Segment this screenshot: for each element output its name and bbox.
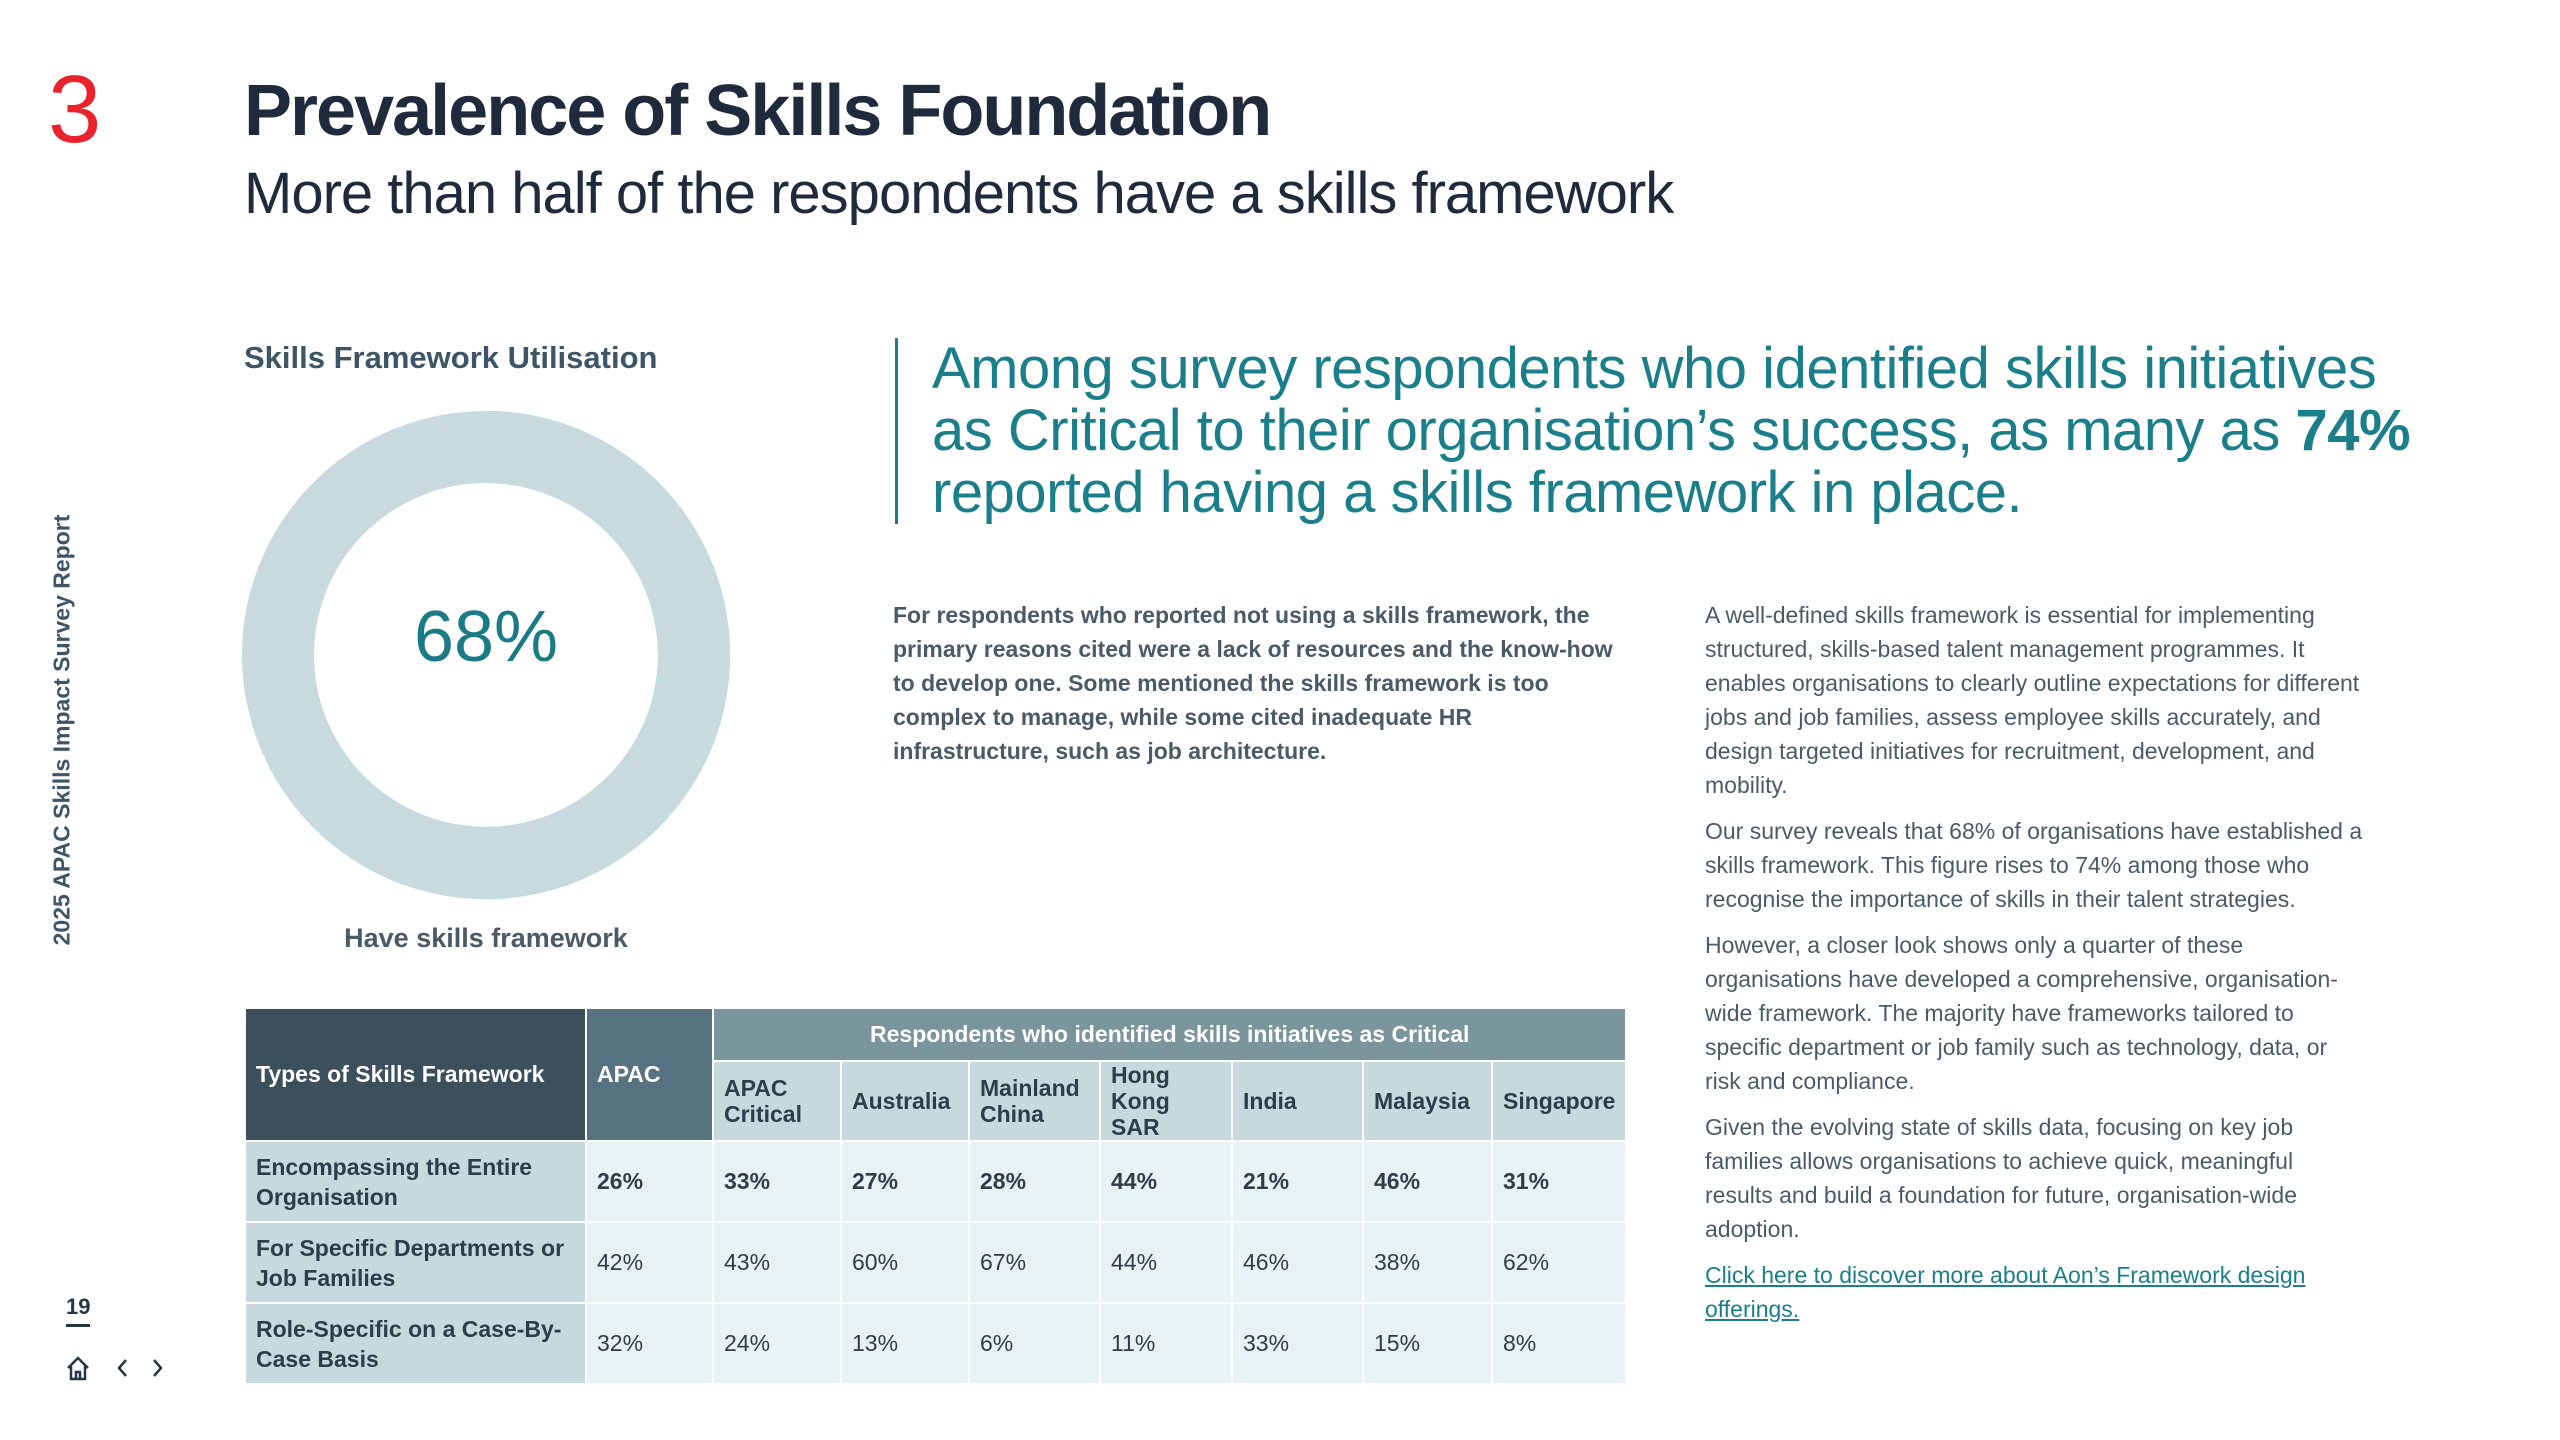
donut-chart: Skills Framework Utilisation 68% Have sk… <box>242 340 730 953</box>
table-cell: 32% <box>585 1302 714 1385</box>
table-cell: Encompassing the Entire Organisation <box>244 1140 587 1223</box>
table-cell: Singapore <box>1490 1060 1628 1142</box>
table-cell: Types of Skills Framework <box>244 1007 587 1142</box>
table-cell: Hong Kong SAR <box>1099 1060 1233 1142</box>
table-cell: 42% <box>585 1221 714 1304</box>
table-cell: Australia <box>840 1060 970 1142</box>
table-row: APAC Critical Australia Mainland China Hong… <box>245 1060 1628 1142</box>
table-cell: 6% <box>968 1302 1101 1385</box>
table-cell: For Specific Departments or Job Families <box>244 1221 587 1304</box>
table-cell: APAC Critical <box>712 1060 842 1142</box>
table: Types of Skills Framework APAC Respondents… <box>244 1007 1628 1385</box>
nav <box>67 1356 163 1381</box>
table-cell: 62% <box>1490 1221 1628 1304</box>
table-cell: 43% <box>712 1221 842 1304</box>
link[interactable]: Click here to discover more about Aon’s … <box>1705 1262 2306 1322</box>
table-cell: 31% <box>1490 1140 1628 1223</box>
note: For respondents who reported not using a… <box>893 602 1613 764</box>
title: Prevalence of Skills Foundation <box>244 71 1272 151</box>
chart-title: Skills Framework Utilisation <box>244 340 657 375</box>
table-cell: 33% <box>1231 1302 1364 1385</box>
next-icon[interactable] <box>153 1359 163 1377</box>
table-cell: 28% <box>968 1140 1101 1223</box>
table-cell: 33% <box>712 1140 842 1223</box>
table-cell: 46% <box>1362 1140 1493 1223</box>
table-cell: Role-Specific on a Case-By-Case Basis <box>244 1302 587 1385</box>
paragraph: Given the evolving state of skills data,… <box>1705 1114 2297 1242</box>
table-cell: APAC <box>585 1007 714 1142</box>
paragraph: Our survey reveals that 68% of organisat… <box>1705 818 2363 912</box>
table-cell: India <box>1231 1060 1364 1142</box>
paragraph: A well-defined skills framework is essen… <box>1705 602 2360 798</box>
center-label: 68% <box>414 597 558 677</box>
table-cell: 11% <box>1099 1302 1233 1385</box>
donut-track <box>242 411 730 899</box>
table-cell: 15% <box>1362 1302 1493 1385</box>
table-row: Types of Skills Framework APAC Respondents… <box>244 1007 1628 1142</box>
table-row: For Specific Departments or Job Families… <box>244 1221 1628 1304</box>
table-cell: 24% <box>712 1302 842 1385</box>
table-cell: 44% <box>1099 1221 1233 1304</box>
table-cell: Respondents who identified skills initia… <box>711 1007 1628 1062</box>
subtitle: More than half of the respondents have a… <box>244 161 1674 226</box>
page-number: 19 <box>66 1294 91 1327</box>
table-cell: 38% <box>1362 1221 1493 1304</box>
quote-highlight: 74% <box>2295 398 2411 463</box>
table-cell: Mainland China <box>968 1060 1101 1142</box>
table-cell: 26% <box>585 1140 714 1223</box>
table-cell: 44% <box>1099 1140 1233 1223</box>
quote-text: Among survey respondents who identified … <box>932 336 2377 463</box>
home-icon[interactable] <box>67 1356 89 1381</box>
table-cell: 8% <box>1490 1302 1628 1385</box>
table-cell: 27% <box>840 1140 970 1223</box>
prev-icon[interactable] <box>117 1359 127 1377</box>
section-number: 3 <box>48 56 102 163</box>
paragraph: However, a closer look shows only a quar… <box>1705 932 2338 1094</box>
table-row: Encompassing the Entire Organisation 26% 3… <box>244 1140 1628 1223</box>
table-cell: 13% <box>840 1302 970 1385</box>
quote-text: reported having a skills framework in pl… <box>932 460 2023 525</box>
body-text: A well-defined skills framework is essen… <box>1705 598 2365 1338</box>
table-row: Role-Specific on a Case-By-Case Basis 32%… <box>244 1302 1628 1385</box>
pull-quote: Among survey respondents who identified … <box>895 338 2432 524</box>
category-label: Have skills framework <box>344 923 629 953</box>
table-cell: 21% <box>1231 1140 1364 1223</box>
table-cell: 46% <box>1231 1221 1364 1304</box>
table-cell: Malaysia <box>1362 1060 1493 1142</box>
table-cell: 67% <box>968 1221 1101 1304</box>
table-cell: 60% <box>840 1221 970 1304</box>
